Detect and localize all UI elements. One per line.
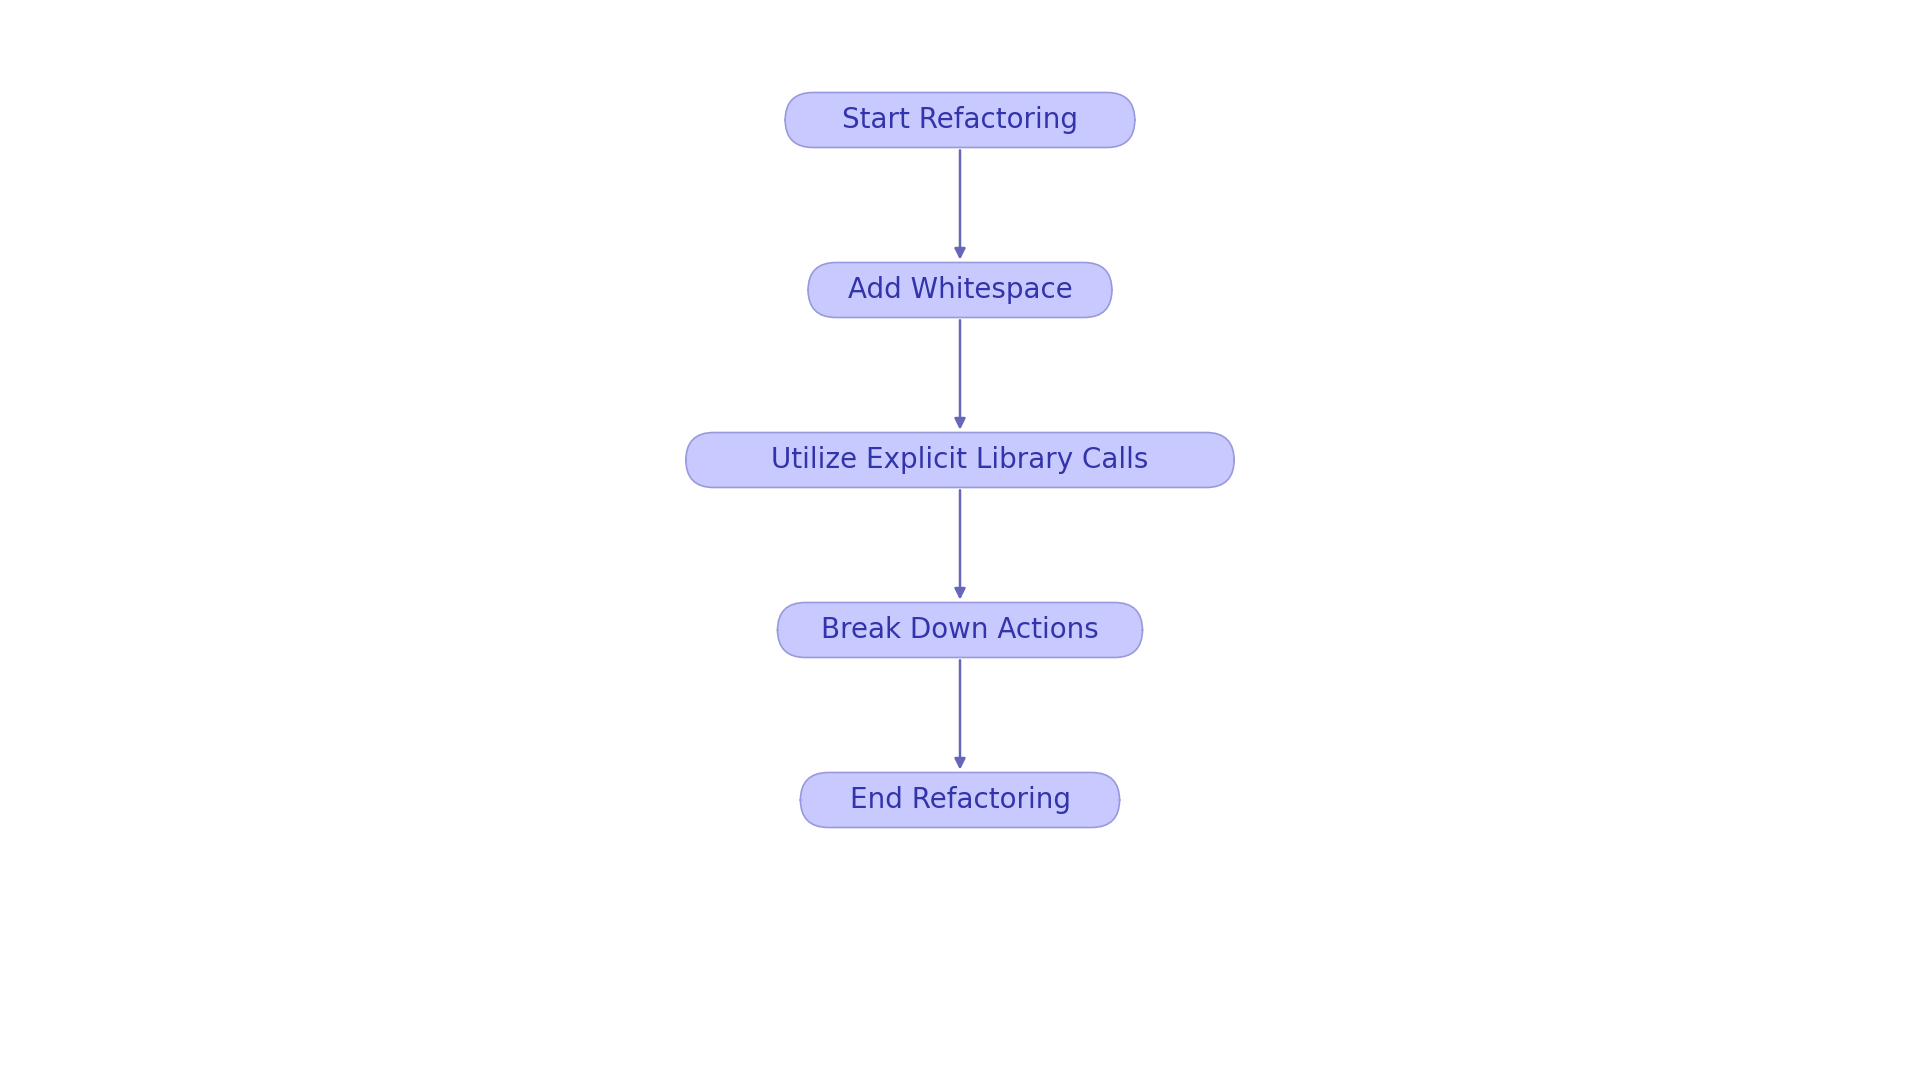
- FancyBboxPatch shape: [801, 772, 1119, 827]
- FancyBboxPatch shape: [685, 432, 1235, 487]
- FancyBboxPatch shape: [808, 262, 1112, 317]
- FancyBboxPatch shape: [785, 92, 1135, 147]
- Text: End Refactoring: End Refactoring: [849, 786, 1071, 814]
- Text: Utilize Explicit Library Calls: Utilize Explicit Library Calls: [772, 446, 1148, 474]
- Text: Break Down Actions: Break Down Actions: [822, 616, 1098, 644]
- FancyBboxPatch shape: [778, 602, 1142, 657]
- Text: Start Refactoring: Start Refactoring: [843, 106, 1077, 134]
- Text: Add Whitespace: Add Whitespace: [847, 276, 1073, 304]
